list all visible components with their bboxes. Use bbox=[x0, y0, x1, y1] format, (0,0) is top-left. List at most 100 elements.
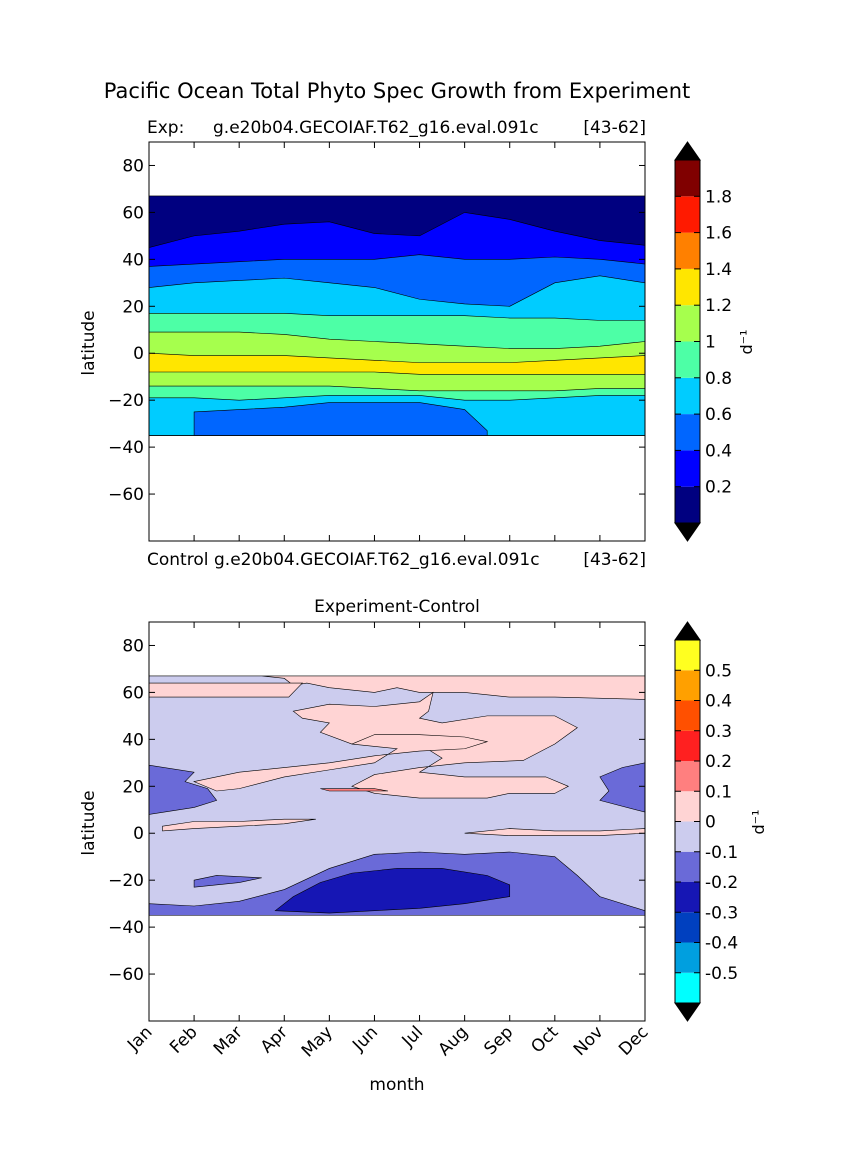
contour-region bbox=[320, 788, 389, 792]
colorbar-swatch bbox=[675, 486, 700, 523]
colorbar-tick-label: -0.1 bbox=[705, 843, 738, 863]
colorbar-tick-label: 1.2 bbox=[705, 296, 732, 316]
colorbar-swatch bbox=[675, 450, 700, 487]
control-label: Control bbox=[147, 550, 208, 570]
y-tick-label: −40 bbox=[108, 918, 144, 938]
top-x-ticks bbox=[148, 142, 646, 541]
colorbar-swatch bbox=[675, 942, 700, 973]
contour-region bbox=[274, 868, 511, 914]
y-tick-label: 0 bbox=[133, 344, 144, 364]
colorbar-tick-label: 0.5 bbox=[705, 661, 732, 681]
y-tick-label: 20 bbox=[122, 777, 144, 797]
top-title-left: Exp: bbox=[147, 118, 184, 138]
month-tick-label: Jul bbox=[398, 1022, 427, 1051]
colorbar-tick-label: -0.4 bbox=[705, 934, 738, 954]
colorbar-swatch bbox=[675, 341, 700, 378]
colorbar-swatch bbox=[675, 305, 700, 342]
difference-title: Experiment-Control bbox=[314, 597, 480, 617]
y-tick-label: 60 bbox=[122, 683, 144, 703]
colorbar-swatch bbox=[675, 730, 700, 761]
contour-region bbox=[599, 762, 645, 813]
colorbar-tick-label: 1 bbox=[705, 333, 716, 353]
colorbar-tick-label: 0.2 bbox=[705, 752, 732, 772]
colorbar-tick-label: 1.6 bbox=[705, 224, 732, 244]
top-y-label: latitude bbox=[79, 310, 99, 375]
month-tick-label: Aug bbox=[435, 1022, 473, 1060]
month-tick-label: Feb bbox=[166, 1022, 201, 1057]
top-panel: Exp: g.e20b04.GECOIAF.T62_g16.eval.091c … bbox=[79, 118, 756, 542]
colorbar-tick-label: 0.1 bbox=[705, 782, 732, 802]
colorbar-tick-label: 0.8 bbox=[705, 369, 732, 389]
month-tick-label: Jan bbox=[123, 1022, 156, 1055]
colorbar-swatch bbox=[675, 700, 700, 731]
bottom-panel: Control g.e20b04.GECOIAF.T62_g16.eval.09… bbox=[79, 550, 768, 1095]
colorbar-extend-max bbox=[674, 621, 701, 641]
contour-region bbox=[149, 675, 645, 700]
colorbar-tick-label: -0.5 bbox=[705, 964, 738, 984]
month-tick-label: Nov bbox=[570, 1022, 608, 1060]
y-tick-label: 40 bbox=[122, 250, 144, 270]
colorbar-tick-label: 0.2 bbox=[705, 478, 732, 498]
figure-title: Pacific Ocean Total Phyto Spec Growth fr… bbox=[104, 79, 691, 103]
colorbar-swatch bbox=[675, 761, 700, 792]
y-tick-label: −20 bbox=[108, 871, 144, 891]
contour-region bbox=[149, 682, 304, 698]
month-tick-label: Apr bbox=[257, 1022, 292, 1057]
month-tick-label: Dec bbox=[615, 1022, 652, 1059]
top-y-axis: 80 60 40 20 0 −20 −40 −60 bbox=[108, 156, 645, 505]
difference-colorbar-unit: d⁻¹ bbox=[749, 809, 768, 834]
contour-region bbox=[149, 764, 218, 815]
contour-region bbox=[464, 828, 645, 836]
contour-region bbox=[162, 818, 316, 832]
contour-region bbox=[193, 402, 488, 436]
y-tick-label: 80 bbox=[122, 156, 144, 176]
bottom-y-label: latitude bbox=[79, 790, 99, 855]
colorbar-swatch bbox=[675, 972, 700, 1003]
y-tick-label: −60 bbox=[108, 485, 144, 505]
y-tick-label: 20 bbox=[122, 297, 144, 317]
contour-region bbox=[193, 875, 262, 888]
y-tick-label: 40 bbox=[122, 730, 144, 750]
month-tick-label: Mar bbox=[210, 1022, 247, 1059]
bottom-plot-frame bbox=[148, 621, 646, 1022]
colorbar-swatch bbox=[675, 882, 700, 913]
colorbar-extend-min bbox=[674, 1002, 701, 1022]
colorbar-swatch bbox=[675, 851, 700, 882]
x-axis-label: month bbox=[369, 1075, 424, 1095]
colorbar-swatch bbox=[675, 670, 700, 701]
colorbar-swatch bbox=[675, 268, 700, 306]
colorbar-swatch bbox=[675, 640, 700, 671]
colorbar-extend-min bbox=[674, 522, 701, 542]
difference-colorbar: -0.5 -0.4 -0.3 -0.2 -0.1 0 0.1 0.2 0.3 0.4 0.5 bbox=[674, 621, 738, 1022]
colorbar-swatch bbox=[675, 791, 700, 822]
colorbar-tick-label: 0 bbox=[705, 813, 716, 833]
control-run-name: g.e20b04.GECOIAF.T62_g16.eval.091c bbox=[214, 550, 540, 570]
y-tick-label: −60 bbox=[108, 965, 144, 985]
colorbar-swatch bbox=[675, 196, 700, 233]
colorbar-extend-max bbox=[674, 141, 701, 161]
colorbar-swatch bbox=[675, 160, 700, 197]
top-colorbar: 0.2 0.4 0.6 0.8 1 1.2 1.4 1.6 1.8 bbox=[674, 141, 732, 542]
month-tick-label: Sep bbox=[480, 1022, 517, 1059]
y-tick-label: 0 bbox=[133, 824, 144, 844]
y-tick-label: −40 bbox=[108, 438, 144, 458]
difference-contour-fill bbox=[149, 675, 645, 916]
y-tick-label: 60 bbox=[122, 203, 144, 223]
colorbar-tick-label: 1.4 bbox=[705, 260, 732, 280]
y-tick-label: 80 bbox=[122, 636, 144, 656]
colorbar-tick-label: 0.3 bbox=[705, 722, 732, 742]
colorbar-tick-label: 1.8 bbox=[705, 187, 732, 207]
control-years: [43-62] bbox=[583, 550, 646, 570]
top-contour-fill bbox=[149, 195, 645, 436]
colorbar-tick-label: -0.2 bbox=[705, 873, 738, 893]
colorbar-tick-label: -0.3 bbox=[705, 903, 738, 923]
month-tick-label: Jun bbox=[348, 1022, 382, 1056]
top-plot-frame bbox=[148, 141, 646, 542]
colorbar-tick-label: 0.6 bbox=[705, 405, 732, 425]
colorbar-tick-label: 0.4 bbox=[705, 441, 732, 461]
month-tick-label: Oct bbox=[527, 1022, 562, 1057]
colorbar-tick-label: 0.4 bbox=[705, 692, 732, 712]
colorbar-swatch bbox=[675, 377, 700, 415]
contour-region bbox=[193, 734, 489, 792]
